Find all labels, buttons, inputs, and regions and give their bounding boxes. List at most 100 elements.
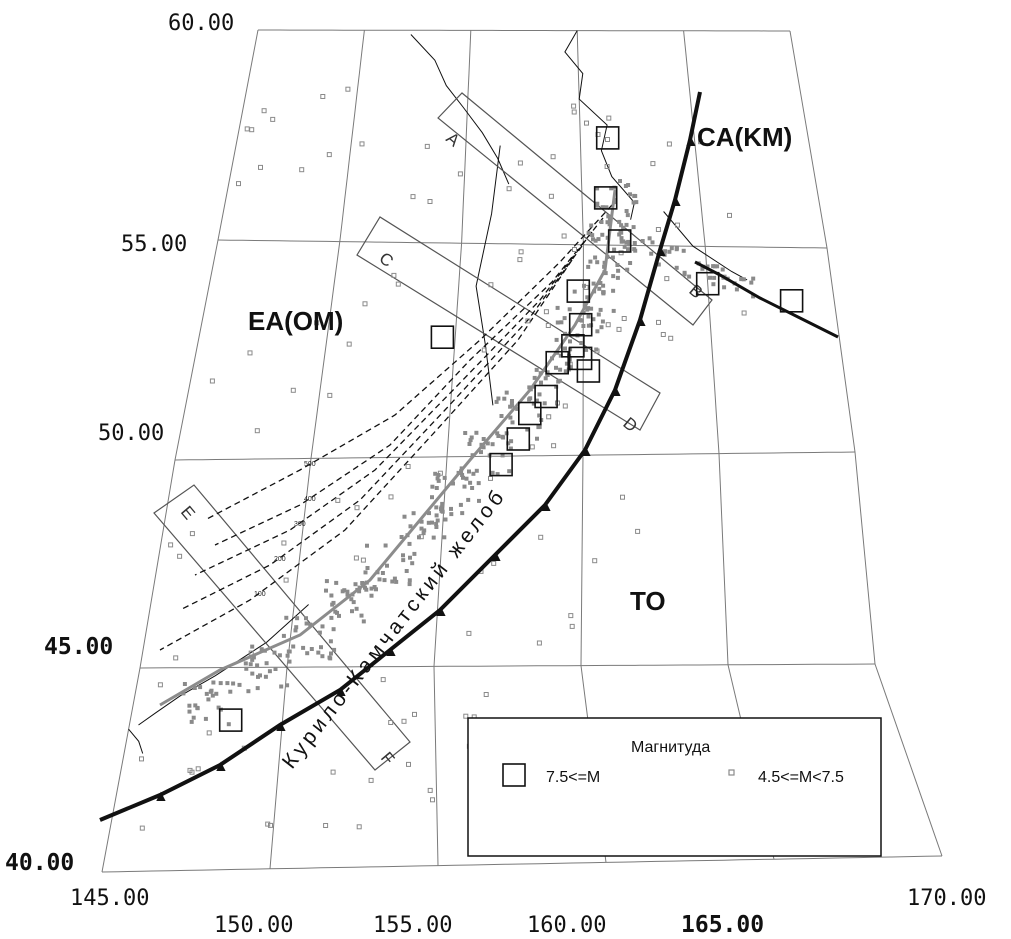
epicenter-small: [537, 392, 542, 397]
epicenter-small: [293, 628, 298, 633]
epicenter-small: [433, 471, 438, 476]
epicenter-small: [390, 579, 395, 584]
epicenter-small: [537, 424, 542, 429]
epicenter-small: [329, 593, 334, 598]
epicenter-small: [359, 613, 364, 618]
epicenter-small: [272, 650, 277, 655]
epicenter-large: [561, 333, 585, 358]
epicenter-small: [741, 277, 746, 282]
epicenter-small: [333, 609, 338, 614]
epicenter-small: [449, 506, 453, 511]
epicenter-small: [466, 497, 471, 502]
depth-contour-label: 200: [274, 556, 286, 563]
coastline-segment: [138, 604, 309, 726]
depth-contour-label: 300: [294, 521, 306, 528]
depth-contour: [194, 231, 593, 576]
plate-label-eurasian: EA(OM): [248, 306, 343, 336]
epicenter-small: [687, 274, 692, 279]
epicenter-small: [173, 655, 179, 661]
epicenter-small: [626, 239, 631, 244]
epicenter-small: [598, 307, 603, 312]
epicenter-small: [327, 392, 333, 398]
epicenter-small: [460, 511, 465, 516]
epicenter-small: [674, 265, 679, 270]
epicenter-small: [316, 650, 321, 655]
epicenter-small: [247, 350, 253, 356]
epicenter-small: [619, 223, 624, 228]
epicenter-small: [527, 397, 532, 402]
lat-tick-label: 45.00: [44, 634, 113, 660]
epicenter-small: [605, 322, 611, 328]
epicenter-small: [558, 367, 563, 372]
epicenter-small: [588, 259, 593, 264]
epicenter-small: [554, 384, 559, 389]
epicenter-large: [430, 325, 455, 350]
epicenter-small: [263, 674, 268, 679]
epicenter-small: [599, 220, 604, 224]
parallel-line: [174, 451, 856, 461]
epicenter-small: [600, 205, 605, 210]
epicenter-small: [751, 276, 756, 281]
epicenter-small: [591, 281, 596, 286]
epicenter-small: [567, 307, 572, 312]
epicenter-small: [561, 233, 567, 239]
epicenter-small: [248, 662, 253, 667]
epicenter-small: [361, 619, 366, 624]
epicenter-small: [625, 213, 630, 218]
epicenter-small: [504, 390, 509, 395]
epicenter-small: [449, 512, 454, 517]
epicenter-large: [593, 186, 618, 210]
lat-tick-label: 55.00: [121, 232, 187, 257]
epicenter-small: [631, 200, 636, 205]
epicenter-small: [342, 588, 347, 593]
epicenter-small: [437, 470, 443, 476]
epicenter-small: [596, 312, 601, 317]
depth-contour: [159, 259, 573, 651]
coastline-segment: [128, 728, 144, 754]
epicenter-small: [329, 651, 333, 656]
epicenter-large: [489, 452, 513, 477]
epicenter-small: [551, 443, 557, 449]
epicenter-small: [285, 653, 290, 658]
plate-label-north-american: CA(KM): [697, 122, 792, 152]
legend-frame: [467, 717, 882, 857]
epicenter-small: [546, 414, 552, 420]
epicenter-small: [401, 558, 406, 563]
epicenter-small: [439, 505, 444, 510]
epicenter-small: [612, 247, 617, 252]
epicenter-small: [535, 436, 539, 441]
epicenter-small: [563, 369, 568, 374]
epicenter-small: [369, 593, 374, 598]
epicenter-small: [442, 535, 447, 540]
epicenter-small: [715, 264, 720, 269]
epicenter-small: [407, 541, 412, 546]
epicenter-small: [216, 705, 221, 710]
epicenter-small: [259, 647, 264, 652]
epicenter-small: [548, 193, 554, 199]
epicenter-small: [609, 186, 614, 191]
epicenter-small: [270, 116, 276, 122]
epicenter-small: [674, 247, 679, 252]
epicenter-small: [624, 209, 629, 213]
epicenter-small: [250, 657, 255, 662]
epicenter-small: [251, 655, 256, 660]
epicenter-small: [407, 578, 412, 583]
epicenter-small: [543, 309, 549, 315]
epicenter-small: [649, 251, 654, 256]
epicenter-small: [323, 823, 329, 828]
epicenter-small: [334, 580, 339, 585]
epicenter-small: [590, 233, 595, 238]
epicenter-small: [337, 613, 341, 618]
depth-contour-label: 500: [304, 461, 316, 468]
epicenter-small: [198, 685, 203, 690]
epicenter-small: [391, 272, 397, 278]
epicenter-small: [191, 715, 196, 720]
epicenter-large: [218, 708, 243, 732]
epicenter-small: [457, 171, 463, 177]
epicenter-small: [231, 681, 236, 686]
epicenter-small: [571, 103, 577, 109]
epicenter-small: [681, 248, 686, 253]
legend-large-symbol: [502, 763, 526, 787]
epicenter-small: [351, 600, 356, 605]
legend: Магнитуда 7.5<=M 4.5<=M<7.5: [467, 717, 882, 857]
